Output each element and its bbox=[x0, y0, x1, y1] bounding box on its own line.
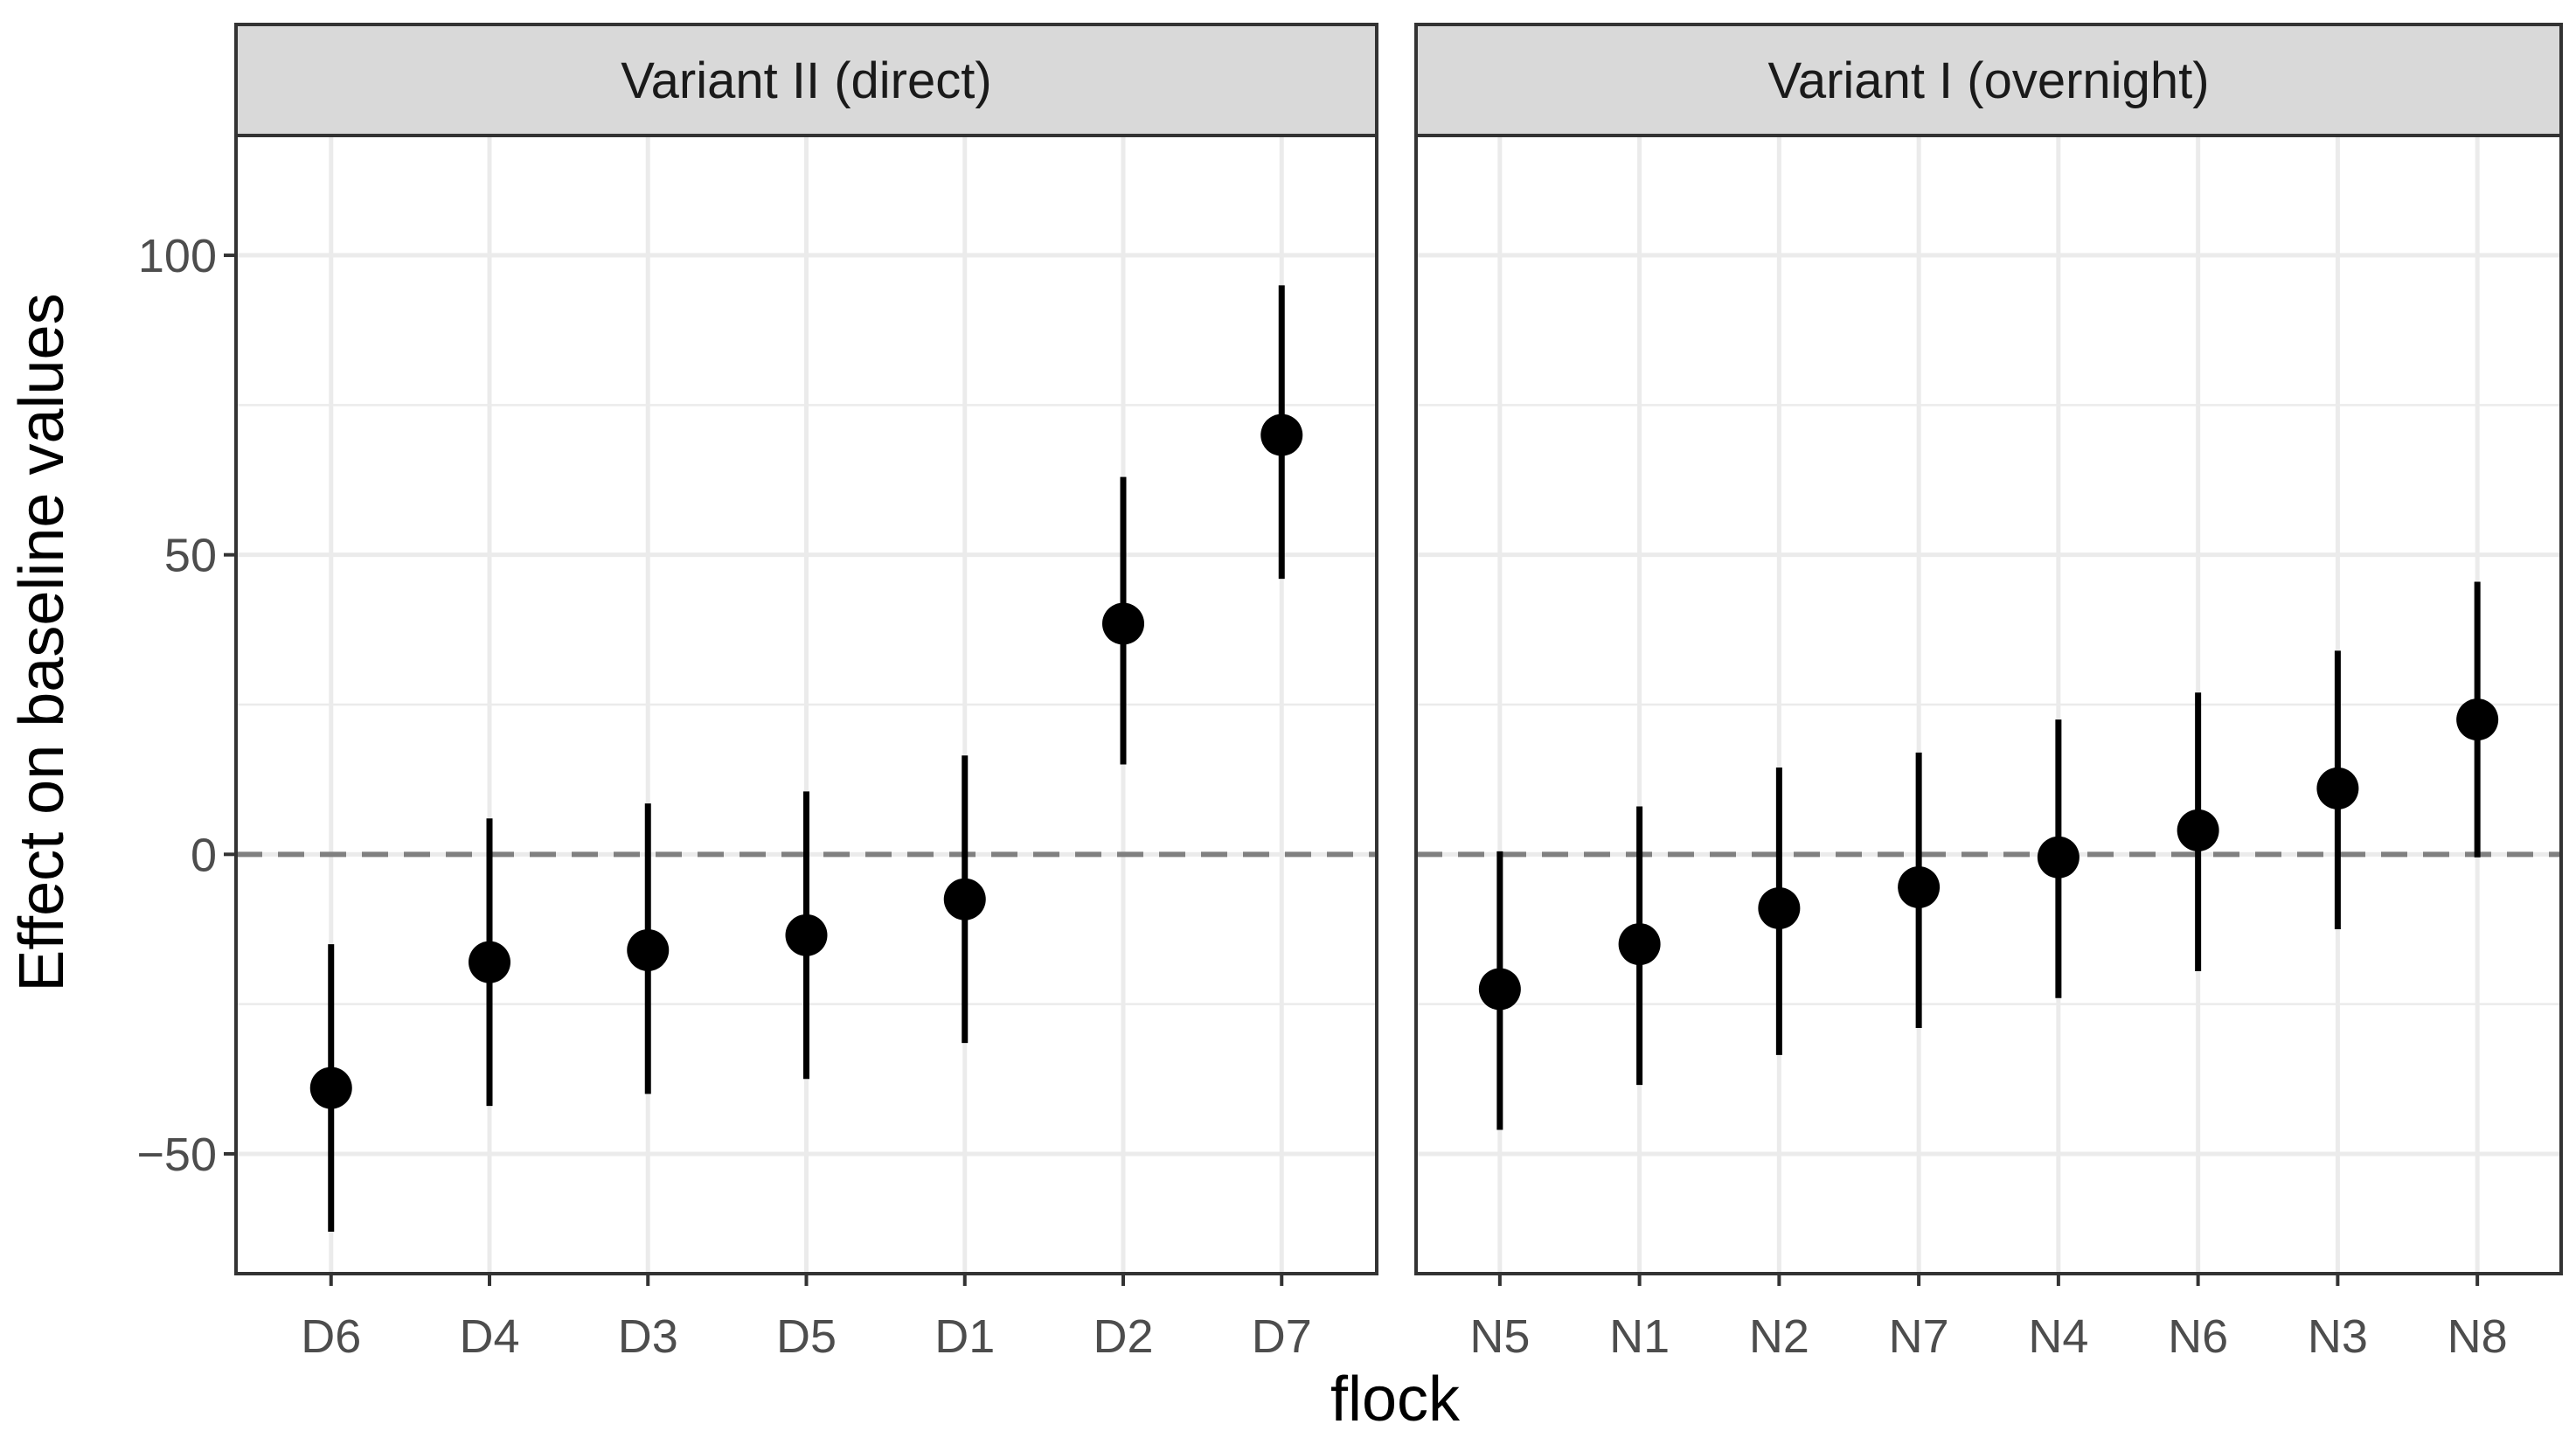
panel-2-point-N2 bbox=[1758, 886, 1801, 929]
panel-2-x-tick-label-N7: N7 bbox=[1889, 1310, 1949, 1363]
panel-1-point-D1 bbox=[943, 878, 986, 920]
panel-1-point-D3 bbox=[627, 928, 670, 971]
panel-2-point-N4 bbox=[2037, 836, 2080, 879]
panel-1-x-tick-label-D1: D1 bbox=[934, 1310, 995, 1363]
panel-2-x-tick-label-N6: N6 bbox=[2168, 1310, 2228, 1363]
panel-1-point-D7 bbox=[1260, 413, 1303, 456]
y-tick-label-100: 100 bbox=[138, 230, 217, 282]
panel-1-point-D2 bbox=[1102, 602, 1144, 645]
x-axis-title: flock bbox=[1330, 1365, 1461, 1435]
panel-1-x-tick-label-D7: D7 bbox=[1252, 1310, 1312, 1363]
panel-1-strip-title: Variant II (direct) bbox=[621, 52, 991, 109]
panel-1-x-tick-label-D5: D5 bbox=[776, 1310, 837, 1363]
panel-1-x-tick-label-D4: D4 bbox=[459, 1310, 519, 1363]
panel-2-x-tick-label-N4: N4 bbox=[2028, 1310, 2088, 1363]
panel-2-x-tick-label-N2: N2 bbox=[1749, 1310, 1809, 1363]
panel-2-x-tick-label-N8: N8 bbox=[2448, 1310, 2508, 1363]
panel-1-point-D5 bbox=[785, 914, 828, 956]
panel-2-x-tick-label-N3: N3 bbox=[2308, 1310, 2368, 1363]
panel-1-strip bbox=[234, 23, 1378, 137]
panel-1-point-D6 bbox=[309, 1066, 352, 1109]
y-tick-label-50: 50 bbox=[164, 530, 217, 582]
panel-2-point-N3 bbox=[2316, 767, 2359, 809]
y-axis-title: Effect on baseline values bbox=[7, 293, 77, 991]
panel-1-x-tick-label-D2: D2 bbox=[1093, 1310, 1153, 1363]
panel-2-strip bbox=[1414, 23, 2563, 137]
panel-2-point-N1 bbox=[1618, 923, 1661, 966]
y-tick-label--50: −50 bbox=[136, 1129, 217, 1181]
panel-2-point-N5 bbox=[1478, 968, 1521, 1011]
panel-2-strip-title: Variant I (overnight) bbox=[1767, 52, 2209, 109]
panel-2-point-N6 bbox=[2177, 809, 2219, 851]
y-tick-label-0: 0 bbox=[191, 829, 217, 881]
panel-1-x-tick-label-D6: D6 bbox=[301, 1310, 361, 1363]
panel-2-x-tick-label-N1: N1 bbox=[1609, 1310, 1670, 1363]
panel-1-point-D4 bbox=[469, 941, 510, 983]
panel-2-x-tick-label-N5: N5 bbox=[1469, 1310, 1530, 1363]
panel-1-x-tick-label-D3: D3 bbox=[618, 1310, 678, 1363]
panel-2-point-N8 bbox=[2456, 698, 2499, 741]
panel-2-point-N7 bbox=[1898, 866, 1941, 909]
